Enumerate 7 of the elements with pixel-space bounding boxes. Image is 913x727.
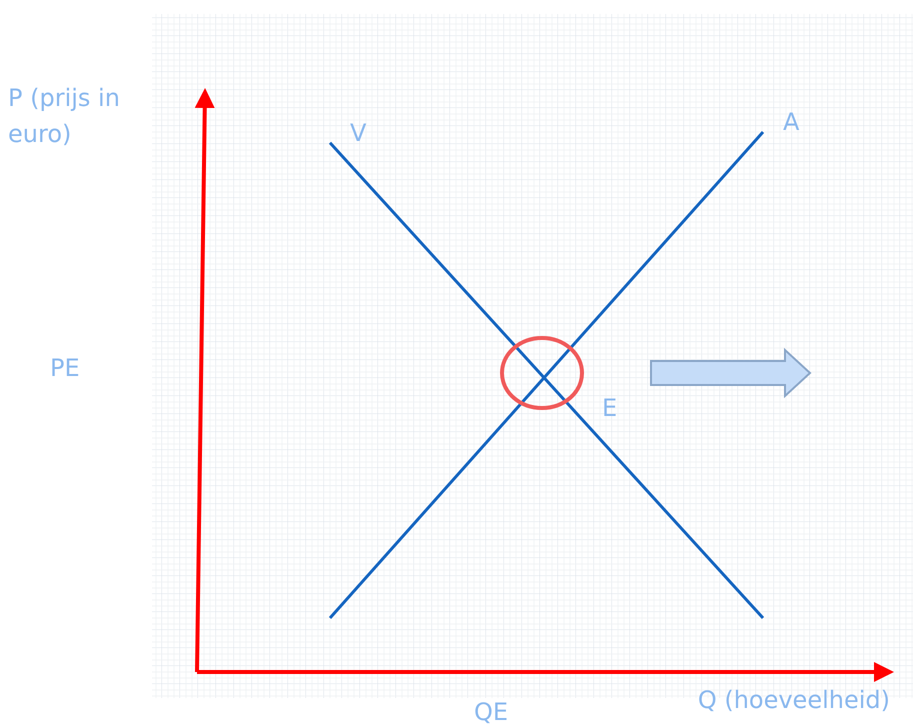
text: QE xyxy=(474,698,508,726)
text: PE xyxy=(50,354,80,382)
x-axis-title: Q (hoeveelheid) xyxy=(698,686,890,714)
series-label: A xyxy=(783,108,800,136)
annotation: E xyxy=(602,394,618,422)
series-label: V xyxy=(350,118,367,147)
y-axis-title: P (prijs in euro) xyxy=(8,84,120,148)
